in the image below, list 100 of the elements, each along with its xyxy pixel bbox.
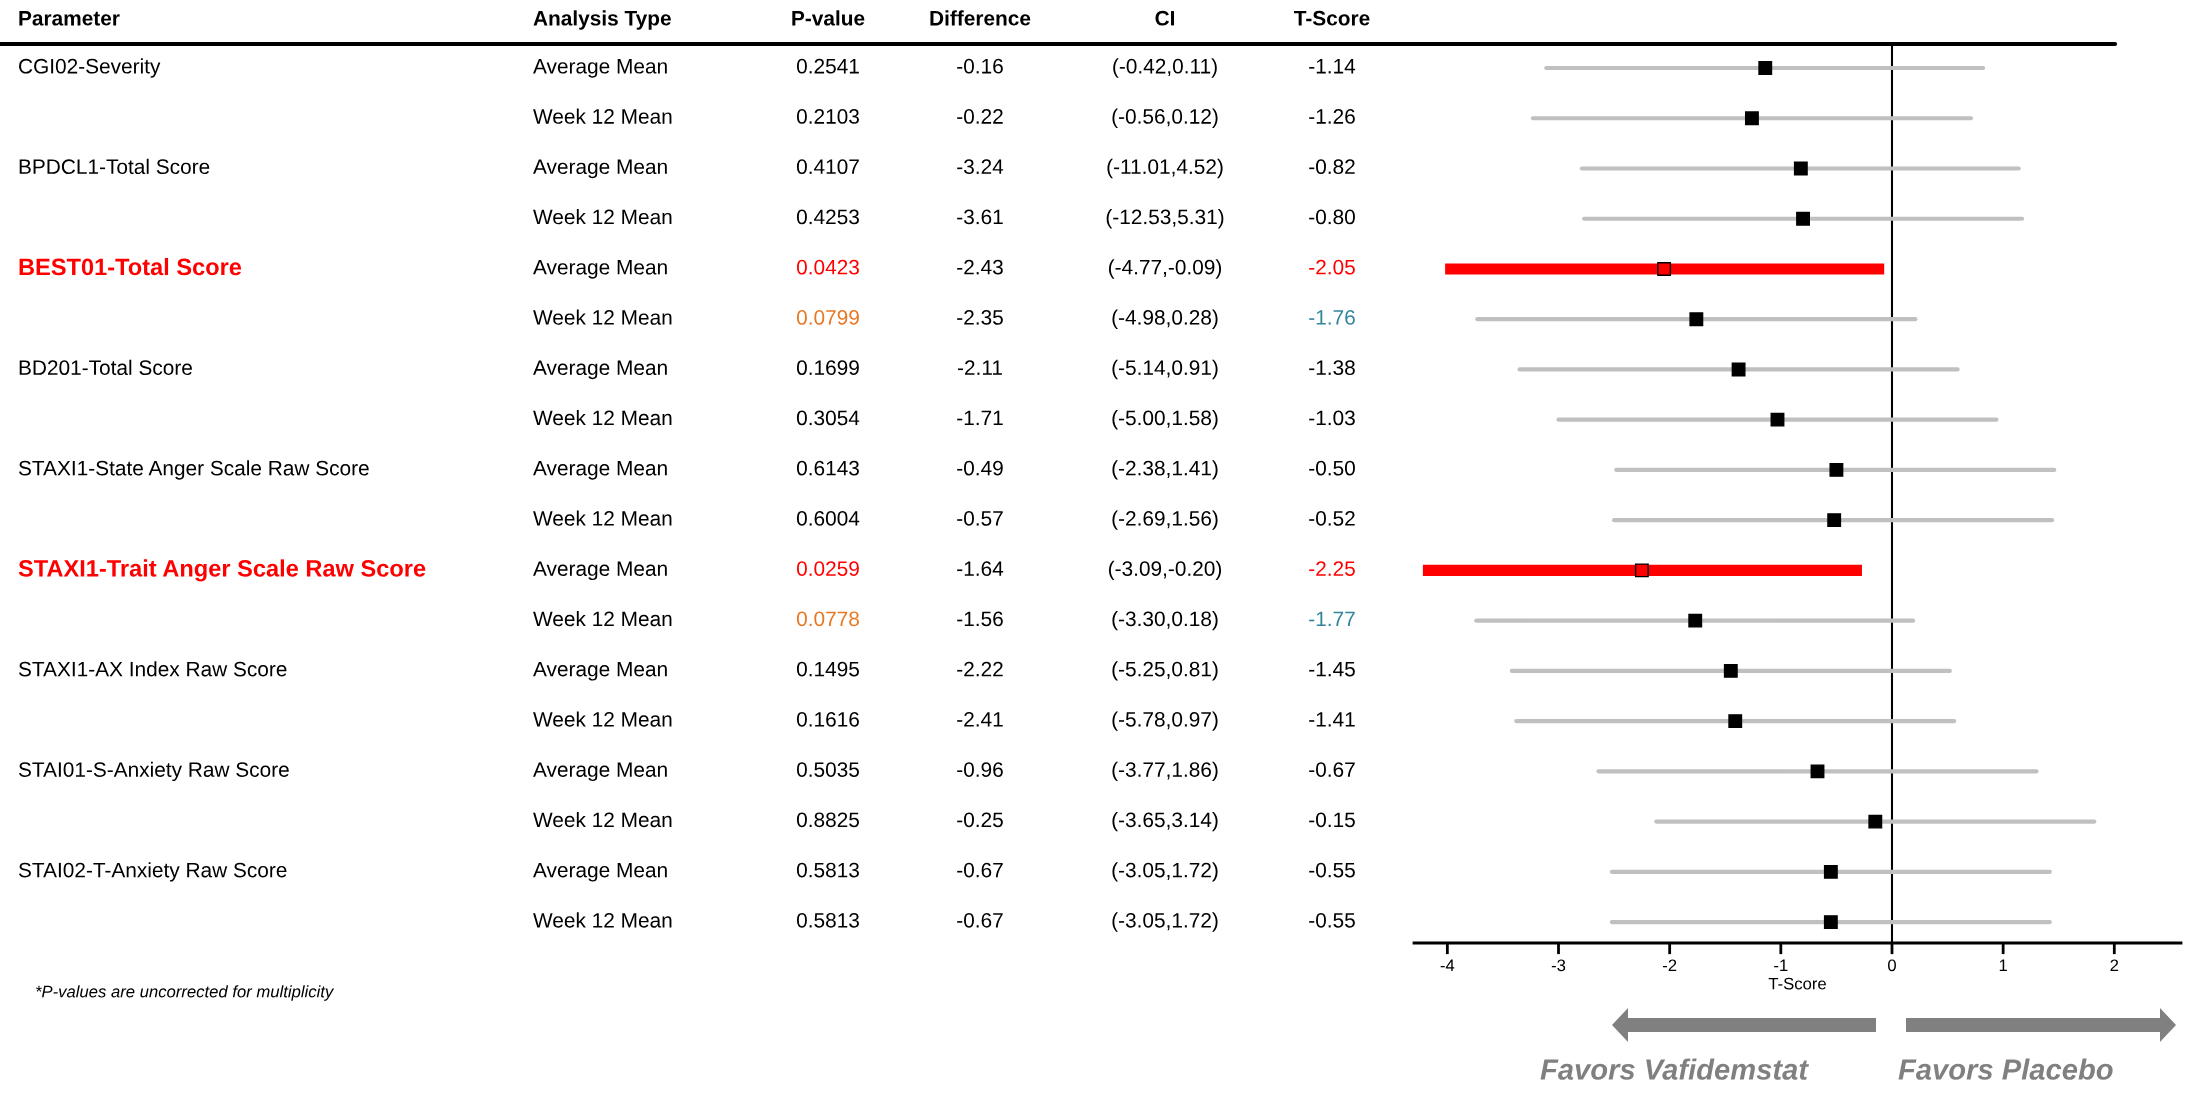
text: -1.14 bbox=[1309, 59, 1356, 74]
text: (-3.77,1.86) bbox=[1112, 761, 1218, 782]
text: -1.38 bbox=[1309, 360, 1355, 376]
text: Average Mean bbox=[533, 59, 667, 78]
category-label: P-value bbox=[792, 10, 865, 26]
text: -0.55 bbox=[1309, 912, 1355, 928]
text: -1.03 bbox=[1309, 410, 1355, 426]
text: -3.61 bbox=[957, 209, 1003, 225]
category-label: CI bbox=[1155, 10, 1175, 26]
text: -2.35 bbox=[957, 310, 1003, 325]
x-tick-label: 1 bbox=[1999, 959, 2007, 972]
category-label: Analysis Type bbox=[533, 10, 671, 30]
point bbox=[1868, 814, 1883, 829]
x-tick-label: -1 bbox=[1774, 959, 1788, 972]
text: -0.82 bbox=[1309, 159, 1355, 175]
point bbox=[1744, 111, 1759, 126]
text: Week 12 Mean bbox=[533, 711, 672, 727]
text: STAXI1-Trait Anger Scale Raw Score bbox=[18, 559, 426, 582]
point bbox=[1793, 161, 1808, 176]
text: Average Mean bbox=[533, 561, 667, 581]
text: -1.45 bbox=[1309, 661, 1355, 677]
text: -0.80 bbox=[1309, 209, 1355, 225]
text: 0.4253 bbox=[796, 209, 859, 225]
x-tick-label: 0 bbox=[1888, 959, 1896, 972]
text: Week 12 Mean bbox=[533, 209, 672, 225]
text: (-5.78,0.97) bbox=[1112, 711, 1218, 731]
x-tick-label: -4 bbox=[1440, 959, 1455, 972]
text: Average Mean bbox=[533, 661, 667, 681]
text: -3.24 bbox=[957, 159, 1004, 175]
point bbox=[1634, 563, 1649, 578]
text: -0.55 bbox=[1309, 862, 1355, 878]
text: (-4.98,0.28) bbox=[1112, 309, 1218, 329]
text: Week 12 Mean bbox=[533, 108, 672, 124]
text: Average Mean bbox=[533, 360, 667, 380]
text: -0.15 bbox=[1309, 812, 1355, 828]
text: (-0.42,0.11) bbox=[1113, 58, 1217, 78]
text: (-3.65,3.14) bbox=[1112, 811, 1218, 832]
text: STAXI1-State Anger Scale Raw Score bbox=[18, 460, 369, 480]
text: (-2.38,1.41) bbox=[1112, 460, 1218, 480]
text: Average Mean bbox=[533, 460, 667, 480]
text: Week 12 Mean bbox=[533, 309, 672, 325]
point bbox=[1827, 513, 1842, 528]
text: -0.25 bbox=[957, 812, 1003, 828]
text: -1.26 bbox=[1309, 109, 1355, 124]
text: BPDCL1-Total Score bbox=[19, 158, 210, 175]
text: 0.3054 bbox=[796, 410, 860, 426]
text: -0.67 bbox=[957, 862, 1003, 878]
text: 0.6004 bbox=[796, 511, 860, 526]
text: -1.77 bbox=[1309, 611, 1355, 627]
text: 0.0799 bbox=[796, 310, 859, 325]
text: *P-values are uncorrected for multiplicity bbox=[35, 985, 335, 1001]
text: -0.16 bbox=[957, 58, 1003, 74]
text: Favors Vafidemstat bbox=[1540, 1058, 1810, 1080]
text: 0.5035 bbox=[796, 762, 859, 777]
point bbox=[1689, 312, 1704, 327]
text: (-3.09,-0.20) bbox=[1108, 560, 1222, 581]
text: 0.0259 bbox=[796, 561, 859, 576]
text: -2.05 bbox=[1309, 259, 1355, 275]
text: 0.2541 bbox=[796, 58, 859, 74]
text: -2.25 bbox=[1309, 561, 1355, 576]
text: -2.22 bbox=[957, 661, 1003, 677]
text: -0.57 bbox=[957, 511, 1003, 526]
point bbox=[1657, 262, 1672, 276]
text: STAI01-S-Anxiety Raw Score bbox=[18, 761, 289, 782]
text: (-5.25,0.81) bbox=[1112, 661, 1218, 681]
text: -0.67 bbox=[957, 912, 1003, 928]
text: 0.2103 bbox=[796, 109, 859, 124]
x-tick-label: 2 bbox=[2110, 959, 2119, 972]
text: 0.4107 bbox=[796, 159, 859, 175]
text: -0.67 bbox=[1309, 762, 1355, 777]
text: STAI02-T-Anxiety Raw Score bbox=[18, 862, 287, 882]
text: Average Mean bbox=[533, 260, 667, 279]
text: (-12.53,5.31) bbox=[1106, 209, 1224, 229]
text: STAXI1-AX Index Raw Score bbox=[18, 661, 287, 677]
text: Average Mean bbox=[533, 159, 667, 179]
text: Week 12 Mean bbox=[533, 510, 672, 526]
text: -0.22 bbox=[957, 109, 1003, 124]
point bbox=[1829, 462, 1844, 477]
text: BD201-Total Score bbox=[19, 359, 192, 376]
text: -2.41 bbox=[957, 711, 1003, 727]
point bbox=[1770, 412, 1785, 427]
x-tick-label: -3 bbox=[1551, 959, 1566, 972]
text: Week 12 Mean bbox=[533, 912, 672, 928]
text: (-3.30,0.18) bbox=[1112, 610, 1218, 631]
point bbox=[1796, 211, 1811, 226]
category-label: Difference bbox=[930, 10, 1031, 26]
text: 0.5813 bbox=[796, 912, 859, 928]
text: -2.43 bbox=[957, 259, 1003, 275]
text: 0.0423 bbox=[796, 259, 859, 275]
point bbox=[1723, 663, 1738, 678]
text: 0.0778 bbox=[796, 611, 859, 627]
text: -1.76 bbox=[1309, 310, 1355, 325]
text: -1.41 bbox=[1309, 712, 1355, 727]
text: (-11.01,4.52) bbox=[1107, 158, 1223, 179]
text: (-5.14,0.91) bbox=[1112, 359, 1218, 380]
point bbox=[1758, 61, 1773, 75]
text: 0.6143 bbox=[796, 460, 859, 476]
text: Average Mean bbox=[533, 762, 667, 782]
text: -0.52 bbox=[1309, 511, 1355, 526]
point bbox=[1688, 613, 1703, 628]
